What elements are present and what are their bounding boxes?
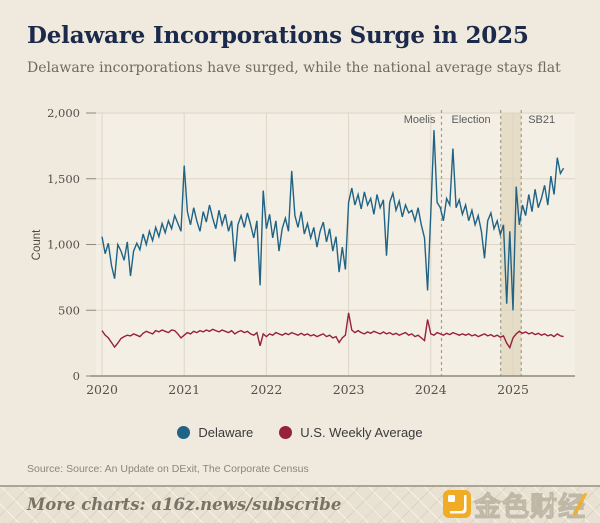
legend-item-us-average: U.S. Weekly Average [279, 425, 423, 440]
footer-strip [0, 487, 600, 523]
svg-text:SB21: SB21 [528, 114, 555, 126]
chart-legend: Delaware U.S. Weekly Average [0, 425, 600, 440]
svg-text:1,500: 1,500 [47, 172, 80, 186]
delaware-series-dot-icon [177, 426, 191, 439]
svg-text:2020: 2020 [86, 382, 118, 397]
legend-item-delaware: Delaware [177, 425, 253, 440]
jinse-finance-watermark: 金色财经 [443, 487, 588, 522]
legend-label-us-average: U.S. Weekly Average [300, 425, 423, 440]
svg-text:Election: Election [452, 114, 491, 126]
legend-label-delaware: Delaware [198, 425, 254, 440]
svg-text:1,000: 1,000 [47, 238, 80, 252]
svg-text:2,000: 2,000 [47, 106, 80, 120]
page-title: Delaware Incorporations Surge in 2025 [27, 22, 529, 49]
us-average-series-dot-icon [279, 426, 293, 439]
jinse-logo-icon [443, 490, 471, 518]
svg-text:0: 0 [73, 369, 80, 383]
watermark-text: 金色财经 [474, 491, 586, 522]
svg-text:Count: Count [31, 229, 43, 260]
footer-divider [0, 485, 600, 487]
source-attribution: Source: Source: An Update on DExit, The … [27, 463, 309, 475]
svg-text:Moelis: Moelis [404, 114, 436, 126]
svg-text:2021: 2021 [168, 382, 200, 397]
svg-text:2024: 2024 [415, 382, 447, 397]
svg-text:2022: 2022 [250, 382, 282, 397]
page-subtitle: Delaware incorporations have surged, whi… [27, 60, 561, 76]
more-charts-link[interactable]: More charts: a16z.news/subscribe [27, 495, 342, 514]
svg-text:2025: 2025 [497, 382, 529, 397]
svg-text:2023: 2023 [333, 382, 365, 397]
svg-text:500: 500 [58, 303, 80, 317]
